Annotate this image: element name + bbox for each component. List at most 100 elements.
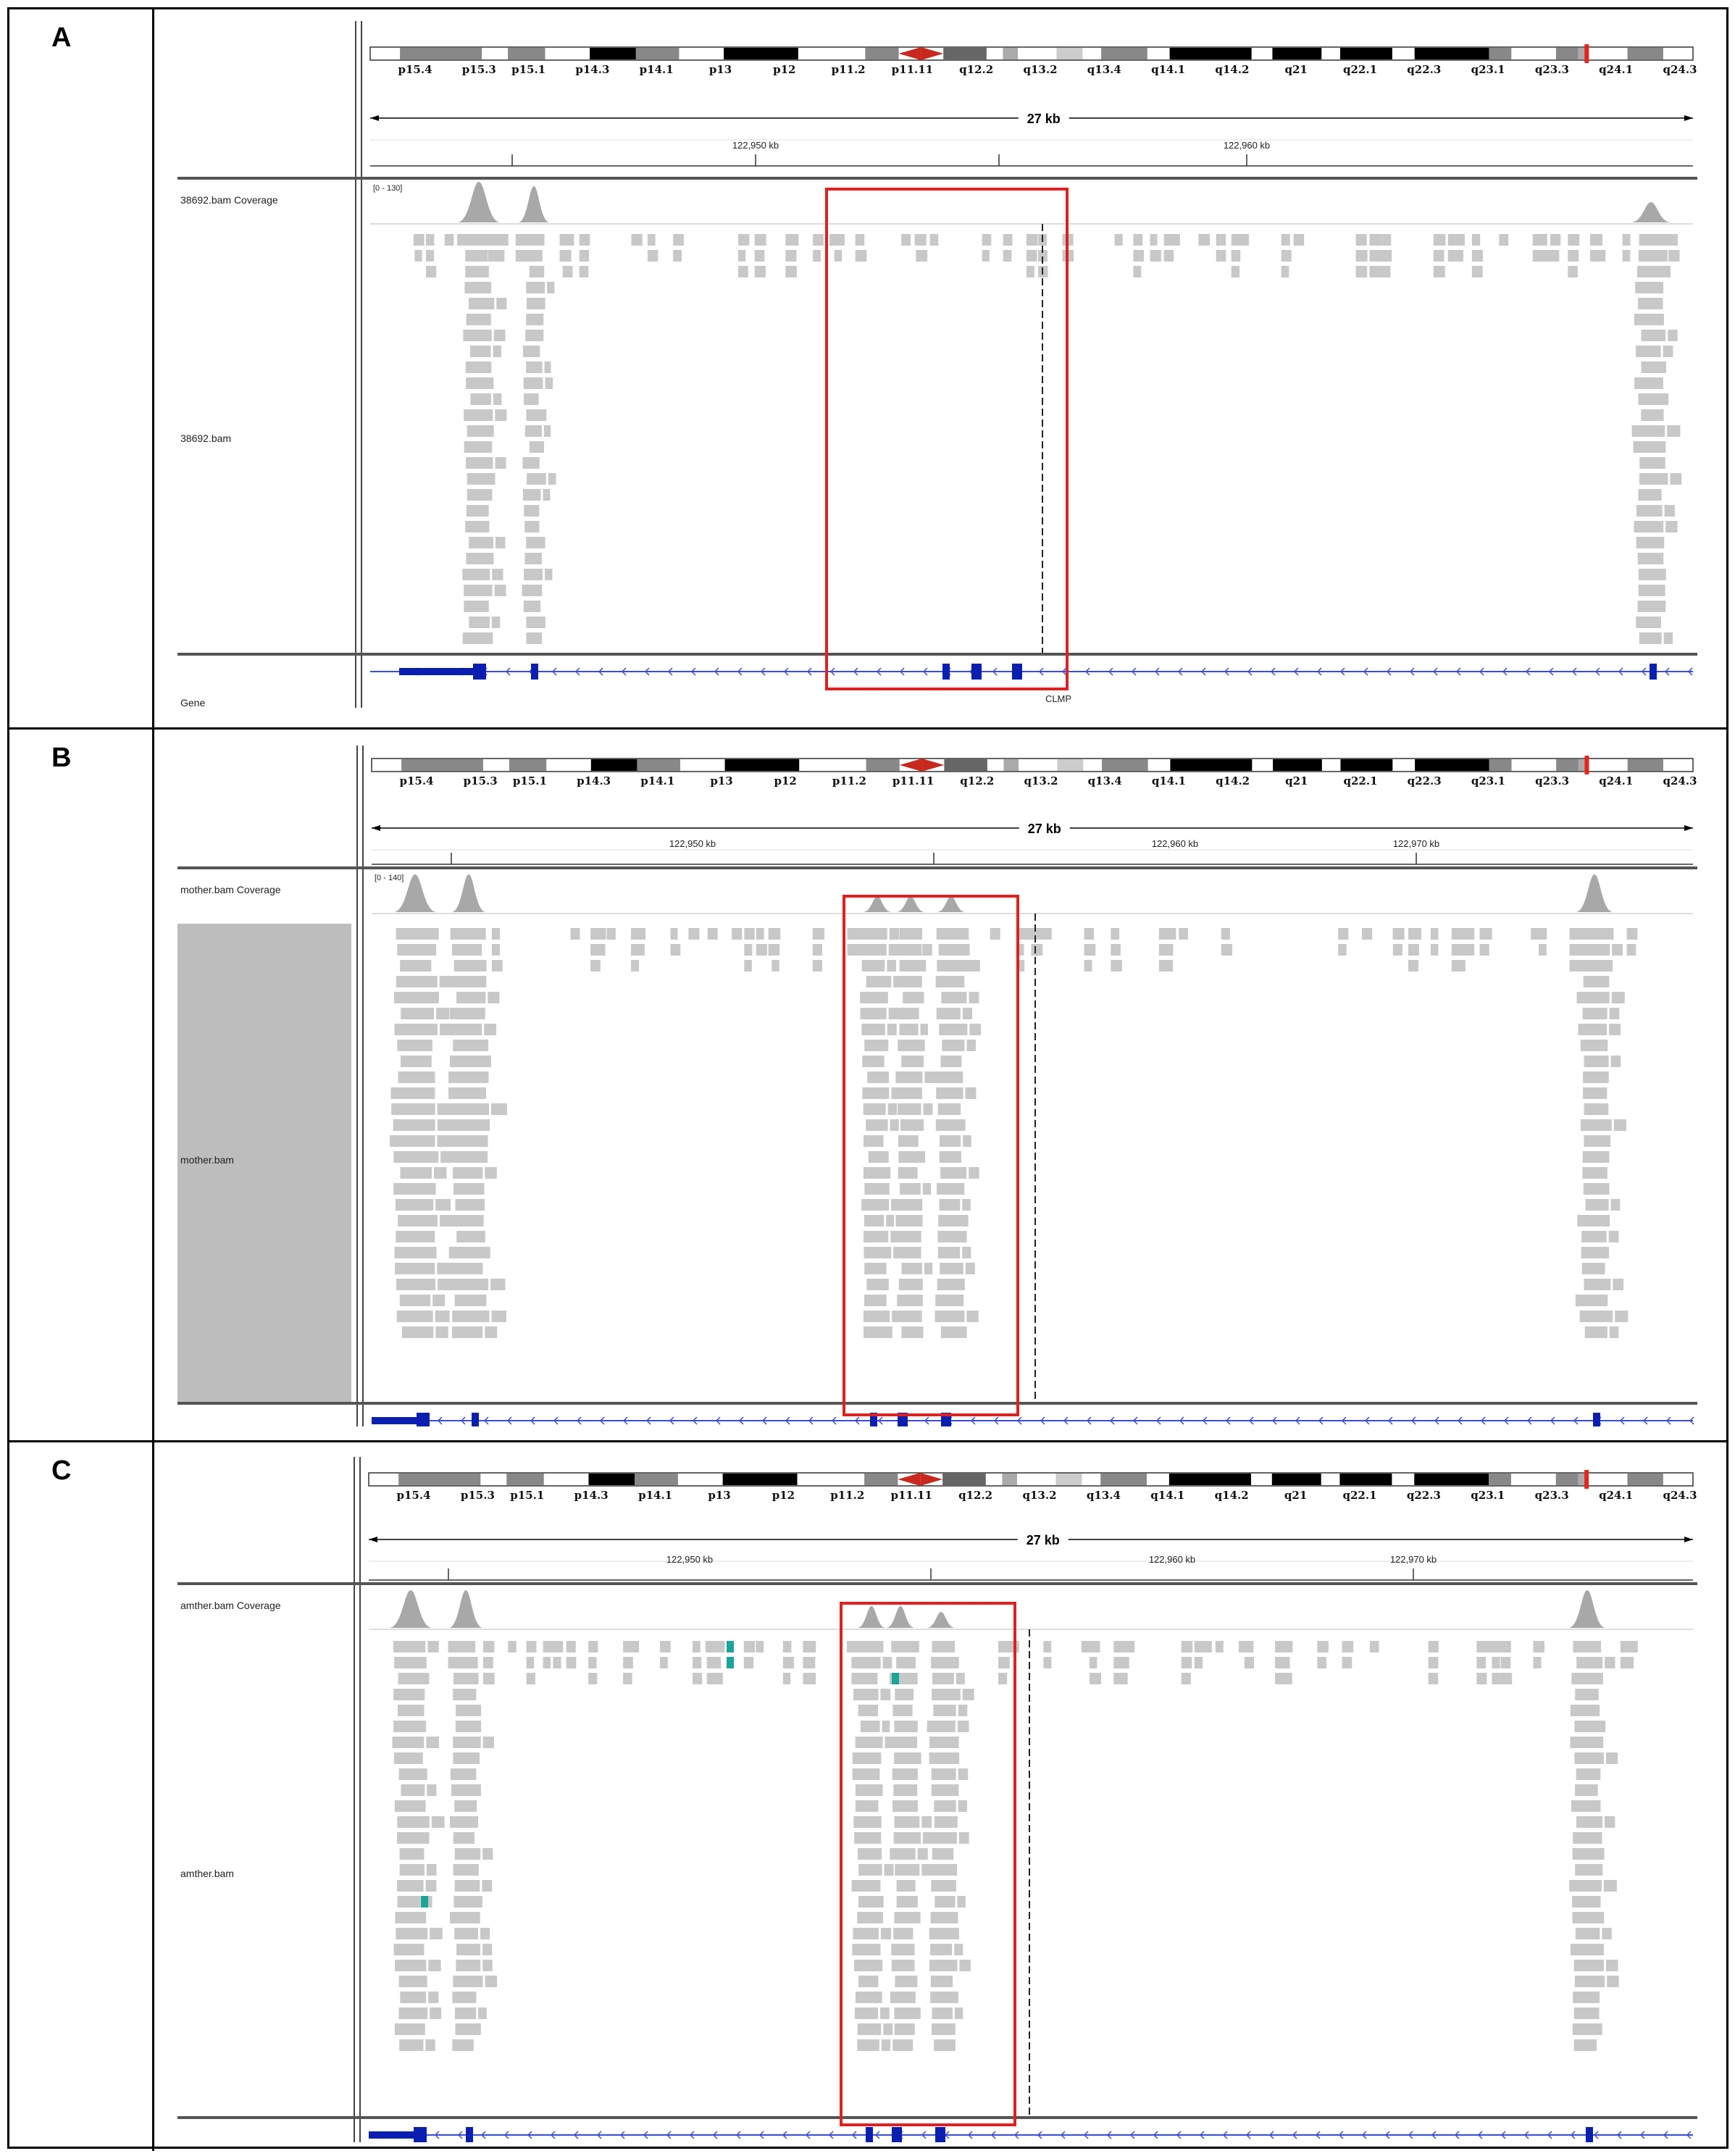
read — [523, 601, 541, 612]
read — [526, 314, 544, 325]
ruler-tick-label: 122,950 kb — [666, 1554, 713, 1565]
read — [482, 1737, 495, 1748]
coverage-track-label: 38692.bam Coverage — [180, 194, 278, 206]
ruler-tick-label: 122,950 kb — [669, 838, 716, 849]
cytoband-label: q14.1 — [1152, 774, 1186, 787]
strand-arrow — [1619, 1416, 1625, 1425]
read — [1084, 944, 1096, 956]
read — [463, 330, 492, 341]
read — [453, 1689, 477, 1700]
read — [1579, 1311, 1613, 1322]
read — [399, 1864, 425, 1876]
read — [935, 1071, 963, 1083]
strand-arrow — [437, 1416, 443, 1425]
read — [529, 441, 544, 453]
strand-arrow — [1016, 1416, 1022, 1425]
read — [933, 1705, 956, 1716]
read — [914, 234, 927, 246]
read — [912, 928, 921, 940]
read — [547, 282, 555, 293]
read — [1231, 234, 1239, 246]
read — [1604, 1816, 1615, 1828]
gene-exon — [1012, 664, 1022, 680]
gene-exon — [870, 1413, 877, 1426]
read — [491, 617, 501, 628]
read — [863, 1311, 890, 1322]
read — [1611, 992, 1625, 1003]
read — [1281, 250, 1292, 262]
strand-arrow — [576, 1416, 582, 1425]
cytoband-label: p13 — [709, 63, 732, 76]
read — [940, 1263, 963, 1274]
read — [469, 346, 491, 357]
read — [415, 1641, 426, 1652]
cytoband-label: q24.1 — [1599, 1489, 1633, 1502]
read — [450, 1263, 483, 1274]
strand-arrow — [1410, 1416, 1416, 1425]
read — [393, 1183, 436, 1195]
centromere-mark — [921, 759, 945, 772]
read — [922, 1832, 934, 1844]
strand-arrow — [669, 1416, 674, 1425]
read — [449, 1816, 479, 1828]
strand-arrow — [1177, 667, 1183, 676]
ruler-tick-label: 122,960 kb — [1224, 140, 1270, 151]
cytoband — [1627, 1474, 1663, 1485]
read — [1016, 960, 1025, 972]
strand-arrow — [1013, 2131, 1019, 2139]
strand-arrow — [805, 2131, 811, 2139]
read — [713, 1657, 722, 1668]
read — [854, 1960, 883, 1971]
read — [1584, 1056, 1609, 1067]
read — [453, 1737, 481, 1748]
strand-arrow — [1131, 667, 1137, 676]
read — [939, 1024, 968, 1035]
read — [895, 1864, 920, 1876]
strand-arrow — [1086, 1416, 1092, 1425]
read — [954, 1944, 963, 1955]
read — [892, 1800, 919, 1812]
cytoband — [866, 759, 900, 771]
read — [1216, 234, 1226, 246]
read — [1606, 1960, 1618, 1971]
strand-arrow — [714, 667, 719, 676]
read — [905, 960, 915, 972]
read — [579, 234, 590, 246]
cytoband — [724, 48, 798, 59]
read — [570, 928, 580, 940]
read — [867, 1071, 889, 1083]
read — [961, 928, 969, 940]
read — [934, 1816, 958, 1828]
read — [936, 1087, 963, 1099]
cytoband-label: q24.3 — [1663, 774, 1697, 787]
read — [929, 1960, 958, 1971]
read — [1583, 976, 1610, 987]
read — [490, 1279, 506, 1290]
read — [467, 425, 494, 437]
read — [400, 1992, 427, 2003]
read — [932, 1689, 961, 1700]
read — [462, 569, 490, 580]
read — [1317, 1657, 1326, 1668]
centromere-mark — [920, 1473, 943, 1486]
read — [1428, 1657, 1439, 1668]
read — [898, 1103, 921, 1115]
read — [1609, 1024, 1621, 1035]
read — [1603, 1880, 1617, 1892]
cytoband — [635, 48, 680, 59]
strand-arrow — [854, 1416, 860, 1425]
read — [1622, 250, 1631, 262]
read — [1570, 1705, 1600, 1716]
cytoband — [1168, 1474, 1251, 1485]
read — [524, 553, 542, 564]
strand-arrow — [970, 1416, 976, 1425]
read — [428, 1960, 441, 1971]
read — [861, 944, 872, 956]
cytoband-label: q22.1 — [1343, 774, 1377, 787]
read — [437, 1119, 454, 1131]
strand-arrow — [1222, 2131, 1228, 2139]
read — [1433, 250, 1445, 262]
gene-exon — [1593, 1413, 1600, 1426]
read — [469, 617, 490, 628]
read — [396, 928, 439, 940]
